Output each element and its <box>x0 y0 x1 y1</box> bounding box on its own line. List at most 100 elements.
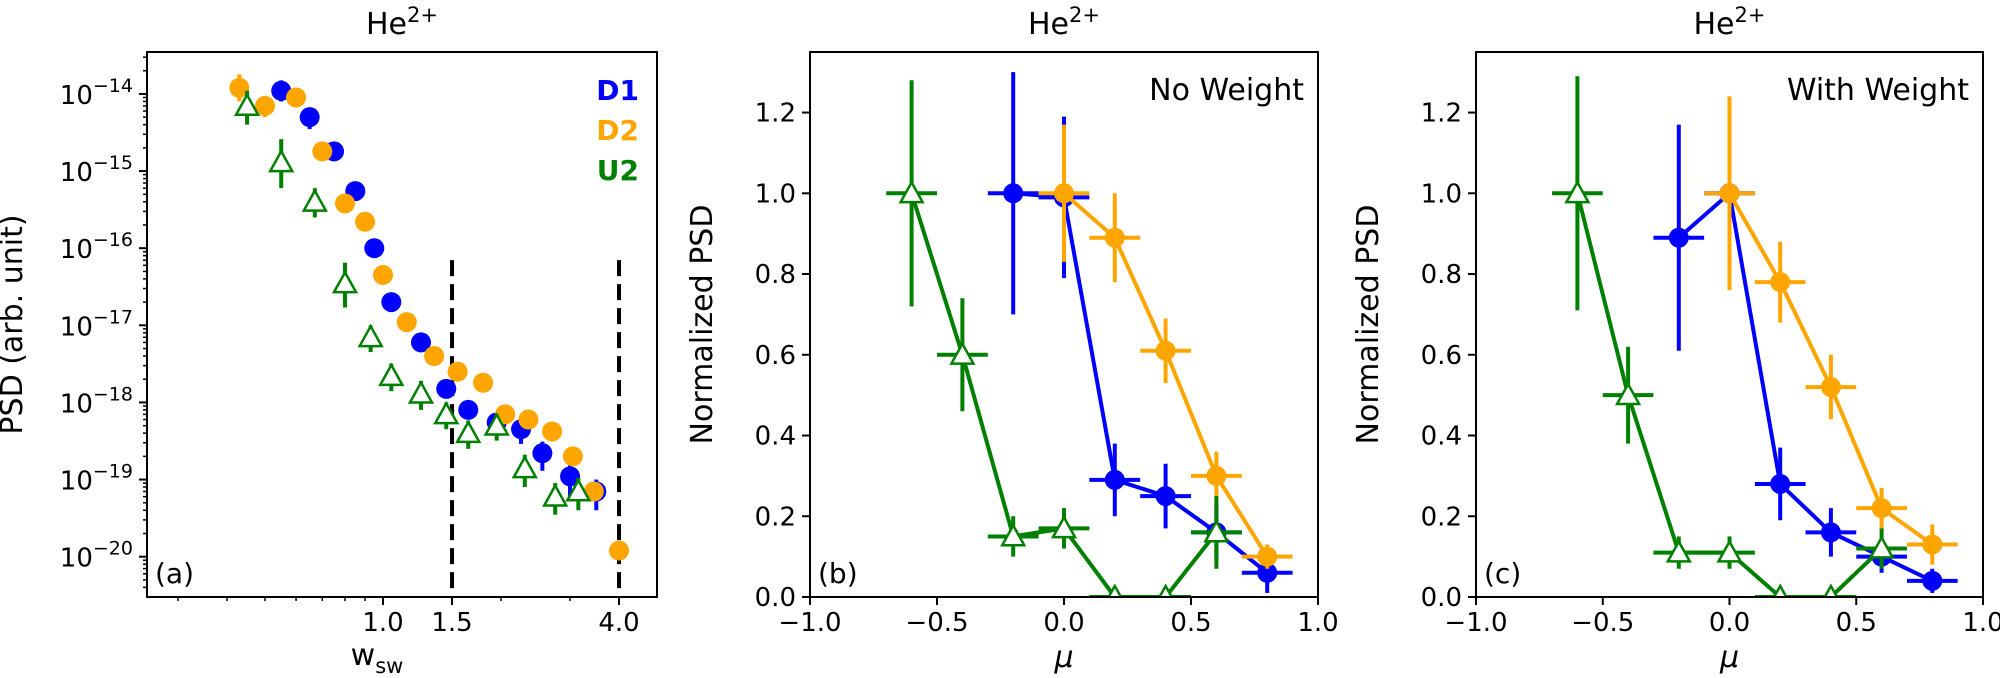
panel-label: (b) <box>818 557 858 590</box>
data-point <box>1054 183 1074 204</box>
y-tick-label: 1.2 <box>1421 99 1462 129</box>
panel-a: He2+10−1410−1510−1610−1710−1810−1910−201… <box>0 3 658 678</box>
series-line <box>1013 191 1269 575</box>
x-tick-label: 0.0 <box>1709 608 1750 638</box>
data-point <box>229 77 250 98</box>
data-point <box>560 466 581 487</box>
data-point <box>1000 522 1027 547</box>
plot-area <box>1552 76 1958 597</box>
x-axis-label-sub: sw <box>375 654 403 678</box>
panel-label: (c) <box>1484 557 1521 590</box>
data-point <box>355 211 376 232</box>
data-point <box>233 92 261 116</box>
data-point <box>1614 381 1642 406</box>
data-point <box>1922 570 1943 591</box>
data-point <box>1050 514 1078 539</box>
y-tick-exponent: −17 <box>93 306 133 328</box>
data-point <box>1206 465 1227 486</box>
y-tick-label: 0.4 <box>1421 422 1462 452</box>
y-tick-label: 10−20 <box>60 538 133 574</box>
x-tick-label: 0.5 <box>1836 608 1877 638</box>
data-point <box>583 481 604 502</box>
y-tick-base: 10 <box>60 235 93 265</box>
legend-entry-d1: D1 <box>596 74 639 107</box>
data-point <box>373 264 394 285</box>
y-tick-base: 10 <box>60 158 93 188</box>
y-tick-label: 10−15 <box>60 152 133 188</box>
data-point <box>447 361 468 382</box>
x-tick-label: −1.0 <box>778 608 841 638</box>
y-tick-exponent: −20 <box>93 538 133 560</box>
y-tick-exponent: −19 <box>93 461 133 483</box>
data-point <box>1158 583 1174 597</box>
x-tick-label: −1.0 <box>1444 608 1507 638</box>
y-tick-label: 10−14 <box>60 75 133 111</box>
data-point <box>1871 498 1892 519</box>
y-tick-label: 10−16 <box>60 229 133 265</box>
chart-title: He2+ <box>366 3 438 42</box>
data-point <box>1104 469 1125 490</box>
data-point <box>1564 179 1591 204</box>
x-tick-label: 4.0 <box>598 608 639 638</box>
data-point <box>301 188 328 212</box>
series-d1 <box>1653 120 1958 593</box>
data-point <box>424 346 445 367</box>
data-point <box>1823 583 1839 597</box>
title-superscript: 2+ <box>1735 3 1766 27</box>
data-point <box>562 446 583 467</box>
data-point <box>473 372 494 393</box>
legend-entry-u2: U2 <box>597 154 639 187</box>
data-point <box>1155 486 1176 507</box>
data-point <box>483 412 510 436</box>
y-tick-label: 10−18 <box>60 383 133 419</box>
plot-area <box>229 74 630 597</box>
y-tick-label: 10−17 <box>60 306 133 342</box>
y-tick-label: 0.0 <box>755 583 796 613</box>
data-point <box>335 193 356 214</box>
data-point <box>378 362 405 387</box>
title-main: He <box>1694 7 1735 42</box>
data-point <box>407 380 435 404</box>
x-axis-label: μ <box>1053 640 1073 675</box>
series-u2 <box>233 90 592 515</box>
series-u2 <box>1552 76 1907 597</box>
y-tick-label: 0.0 <box>1421 583 1462 613</box>
data-point <box>1716 539 1743 563</box>
data-point <box>1719 183 1740 204</box>
y-tick-label: 1.2 <box>755 99 796 129</box>
data-point <box>1665 539 1692 563</box>
panel-label: (a) <box>155 557 194 590</box>
y-tick-label: 0.4 <box>755 422 796 452</box>
y-tick-exponent: −18 <box>93 383 133 405</box>
data-point <box>1770 272 1791 293</box>
data-point <box>1868 534 1895 559</box>
x-tick-label: 1.0 <box>1962 608 2000 638</box>
data-point <box>511 454 538 479</box>
data-point <box>433 400 460 425</box>
data-point <box>312 141 333 162</box>
y-tick-base: 10 <box>60 312 93 342</box>
data-point <box>542 421 563 442</box>
data-point <box>1003 183 1024 204</box>
y-tick-base: 10 <box>60 467 93 497</box>
data-point <box>268 148 295 173</box>
series-d2 <box>1038 124 1293 569</box>
data-point <box>410 332 431 353</box>
data-point <box>565 477 592 502</box>
y-tick-base: 10 <box>60 389 93 419</box>
y-tick-label: 0.2 <box>1421 502 1462 532</box>
title-main: He <box>1028 7 1069 42</box>
y-tick-label: 0.2 <box>755 502 796 532</box>
data-point <box>1155 340 1176 361</box>
data-point <box>898 179 925 204</box>
chart-title: He2+ <box>1028 3 1100 42</box>
data-point <box>381 292 402 313</box>
data-point <box>1257 546 1278 567</box>
panel-b: He2+ 0.0 0.2 0.4 0.6 0.8 1.0 1.2 −1.0 −0.5 0.0 0.5 1… <box>685 3 1339 675</box>
data-point <box>299 107 320 128</box>
data-point <box>286 87 307 108</box>
title-superscript: 2+ <box>407 3 438 27</box>
data-point <box>1668 227 1689 248</box>
x-tick-label: 0.5 <box>1170 608 1211 638</box>
